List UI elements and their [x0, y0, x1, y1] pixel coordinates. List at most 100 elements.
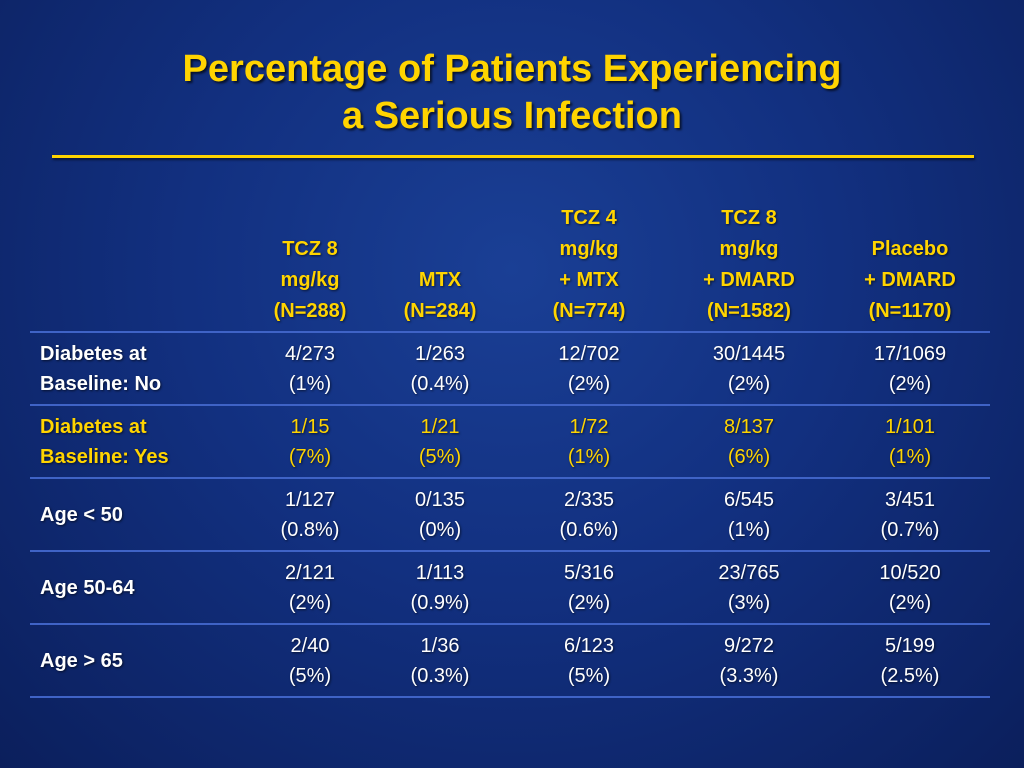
cell-percent: (6%) [727, 445, 771, 468]
column-header-4: TCZ 8 mg/kg + DMARD (N=1582) [668, 205, 830, 331]
column-header-line: TCZ 4 [561, 207, 617, 229]
table-cell: 1/15 (7%) [250, 412, 370, 472]
table-cell: 23/765 (3%) [668, 558, 830, 618]
table-cell: 1/127 (0.8%) [250, 485, 370, 545]
row-label: Diabetes at Baseline: No [30, 339, 250, 399]
cell-percent: (0.9%) [410, 591, 470, 614]
cell-count: 17/1069 [873, 342, 947, 365]
row-label-line: Baseline: Yes [40, 445, 169, 468]
cell-count: 5/316 [563, 561, 615, 584]
cell-count: 6/545 [723, 488, 775, 511]
cell-count: 1/15 [290, 415, 330, 438]
cell-percent: (5%) [567, 664, 611, 687]
cell-count: 2/335 [563, 488, 615, 511]
column-header-line: MTX [418, 269, 462, 291]
table-cell: 2/40 (5%) [250, 631, 370, 691]
row-label-line: Age < 50 [40, 503, 123, 526]
table-cell: 2/121 (2%) [250, 558, 370, 618]
cell-count: 4/273 [284, 342, 336, 365]
table-cell: 1/72 (1%) [510, 412, 668, 472]
table-cell: 1/101 (1%) [830, 412, 990, 472]
column-header-line: mg/kg [559, 238, 619, 260]
table-row: Age > 65 2/40 (5%) 1/36 (0.3%) 6/123 (5%) 9/272… [30, 625, 990, 698]
cell-count: 23/765 [718, 561, 780, 584]
cell-count: 8/137 [723, 415, 775, 438]
row-label: Diabetes at Baseline: Yes [30, 412, 250, 472]
cell-percent: (0.6%) [559, 518, 619, 541]
cell-percent: (2%) [567, 372, 611, 395]
table-cell: 1/113 (0.9%) [370, 558, 510, 618]
table-row: Diabetes at Baseline: No 4/273 (1%) 1/263 (0.… [30, 333, 990, 406]
column-header-2: MTX (N=284) [370, 205, 510, 331]
column-header-line: TCZ 8 [721, 207, 777, 229]
row-label-line: Diabetes at [40, 415, 147, 438]
cell-percent: (0%) [418, 518, 462, 541]
column-header-line: Placebo [871, 238, 949, 260]
column-header-line: (N=288) [273, 300, 347, 322]
table-cell: 4/273 (1%) [250, 339, 370, 399]
table-cell: 8/137 (6%) [668, 412, 830, 472]
table-row: Age 50-64 2/121 (2%) 1/113 (0.9%) 5/316 (2%) 23… [30, 552, 990, 625]
cell-count: 2/40 [290, 634, 330, 657]
cell-count: 10/520 [879, 561, 941, 584]
column-header-line: mg/kg [280, 269, 340, 291]
row-label: Age > 65 [30, 646, 250, 676]
cell-count: 5/199 [884, 634, 936, 657]
table-cell: 6/545 (1%) [668, 485, 830, 545]
table-cell: 5/199 (2.5%) [830, 631, 990, 691]
cell-percent: (7%) [288, 445, 332, 468]
cell-percent: (0.7%) [880, 518, 940, 541]
table-cell: 6/123 (5%) [510, 631, 668, 691]
row-label: Age 50-64 [30, 573, 250, 603]
slide-title-line-1: Percentage of Patients Experiencing [182, 48, 842, 90]
slide-title: Percentage of Patients Experiencing a Se… [0, 46, 1024, 140]
table-header-row: TCZ 8 mg/kg (N=288) MTX (N=284) TCZ 4 mg/kg + M… [30, 205, 990, 333]
table-cell: 1/36 (0.3%) [370, 631, 510, 691]
row-label-line: Age > 65 [40, 649, 123, 672]
cell-count: 1/113 [415, 561, 465, 584]
table-cell: 17/1069 (2%) [830, 339, 990, 399]
infection-table: TCZ 8 mg/kg (N=288) MTX (N=284) TCZ 4 mg/kg + M… [30, 205, 990, 698]
cell-percent: (2%) [888, 591, 932, 614]
row-label: Age < 50 [30, 500, 250, 530]
column-header-3: TCZ 4 mg/kg + MTX (N=774) [510, 205, 668, 331]
cell-count: 3/451 [884, 488, 936, 511]
row-label-line: Diabetes at [40, 342, 147, 365]
title-underline [52, 155, 974, 158]
cell-percent: (3%) [727, 591, 771, 614]
table-cell: 1/21 (5%) [370, 412, 510, 472]
table-cell: 2/335 (0.6%) [510, 485, 668, 545]
cell-count: 1/72 [569, 415, 609, 438]
cell-percent: (0.4%) [410, 372, 470, 395]
row-label-line: Age 50-64 [40, 576, 135, 599]
cell-percent: (1%) [567, 445, 611, 468]
cell-count: 1/36 [420, 634, 460, 657]
column-header-line: (N=774) [552, 300, 626, 322]
row-label-line: Baseline: No [40, 372, 162, 395]
table-cell: 12/702 (2%) [510, 339, 668, 399]
column-header-line: TCZ 8 [282, 238, 338, 260]
cell-percent: (1%) [888, 445, 932, 468]
column-header-line: mg/kg [719, 238, 779, 260]
table-body: Diabetes at Baseline: No 4/273 (1%) 1/263 (0.… [30, 333, 990, 698]
cell-count: 1/21 [420, 415, 460, 438]
column-header-line: (N=1582) [707, 300, 791, 322]
cell-percent: (2%) [888, 372, 932, 395]
cell-count: 1/263 [414, 342, 466, 365]
column-header-line: + MTX [559, 269, 619, 291]
table-cell: 9/272 (3.3%) [668, 631, 830, 691]
cell-count: 1/127 [284, 488, 336, 511]
table-cell: 30/1445 (2%) [668, 339, 830, 399]
column-header-line: (N=1170) [868, 300, 952, 322]
cell-percent: (5%) [288, 664, 332, 687]
table-cell: 3/451 (0.7%) [830, 485, 990, 545]
table-cell: 5/316 (2%) [510, 558, 668, 618]
cell-count: 6/123 [563, 634, 615, 657]
cell-percent: (2%) [567, 591, 611, 614]
table-row: Diabetes at Baseline: Yes 1/15 (7%) 1/21 (5%)… [30, 406, 990, 479]
cell-count: 1/101 [884, 415, 936, 438]
cell-percent: (5%) [418, 445, 462, 468]
cell-count: 12/702 [558, 342, 620, 365]
column-header-1: TCZ 8 mg/kg (N=288) [250, 205, 370, 331]
